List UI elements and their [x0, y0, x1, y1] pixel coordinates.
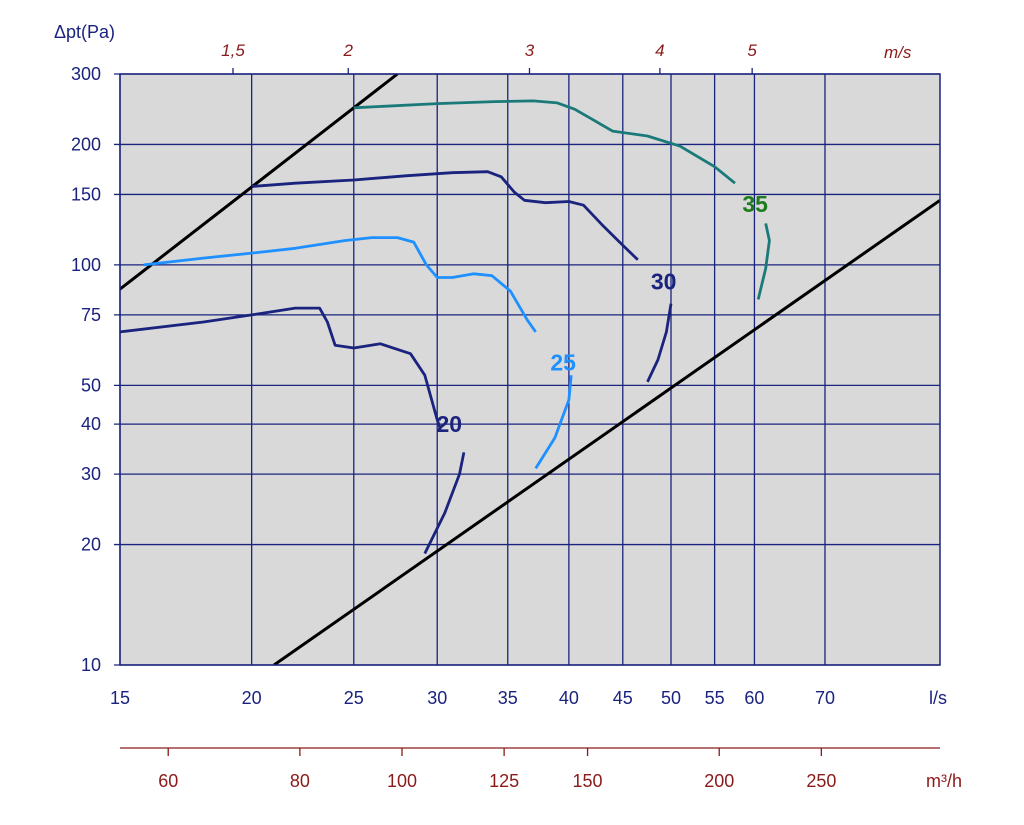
top-axis-tick-label: 3: [525, 41, 535, 60]
boundary-line-2: [273, 199, 940, 665]
boundary-lines: [120, 74, 940, 665]
m3h-tick-label: 100: [387, 771, 417, 791]
y-tick-label: 200: [71, 134, 101, 154]
y-tick-label: 150: [71, 184, 101, 204]
x-tick-label: 40: [559, 688, 579, 708]
plot-area: [120, 74, 940, 665]
x-tick-label: 15: [110, 688, 130, 708]
m3h-tick-label: 250: [806, 771, 836, 791]
axes: 15 20 25 30 35 40 45 50 55 60 70102030405075100150…: [71, 41, 940, 791]
y-tick-label: 75: [81, 305, 101, 325]
top-axis-tick-label: 4: [655, 41, 664, 60]
m3h-axis-unit-label: m³/h: [926, 771, 962, 791]
m3h-tick-label: 125: [489, 771, 519, 791]
m3h-tick-label: 150: [573, 771, 603, 791]
x-tick-label: 45: [613, 688, 633, 708]
curve-35: [353, 99, 736, 185]
curve-label-30: 30: [651, 268, 677, 294]
x-tick-label: 55: [705, 688, 725, 708]
fan-curves: [120, 99, 771, 555]
curve-25-tail: [534, 375, 573, 470]
curve-label-20: 20: [436, 411, 462, 437]
top-axis-tick-label: 2: [343, 41, 354, 60]
curve-20: [120, 306, 442, 429]
y-axis-label: Δpt(Pa): [54, 22, 115, 42]
top-axis-tick-label: 1,5: [221, 41, 245, 60]
curve-label-25: 25: [550, 350, 576, 376]
top-axis-tick-label: 5: [747, 41, 757, 60]
curve-label-35: 35: [742, 191, 768, 217]
curve-20-tail: [423, 452, 466, 555]
x-axis-unit-label: l/s: [929, 688, 947, 708]
x-tick-label: 30: [427, 688, 447, 708]
x-tick-label: 35: [498, 688, 518, 708]
top-axis-unit-label: m/s: [884, 43, 912, 62]
m3h-tick-label: 200: [704, 771, 734, 791]
x-tick-label: 20: [242, 688, 262, 708]
y-tick-label: 50: [81, 375, 101, 395]
curve-30-tail: [646, 303, 673, 383]
y-tick-label: 10: [81, 655, 101, 675]
x-tick-label: 60: [744, 688, 764, 708]
m3h-tick-label: 60: [158, 771, 178, 791]
x-tick-label: 25: [344, 688, 364, 708]
curve-labels: 20 25 30 35: [436, 191, 768, 437]
curve-30: [251, 170, 639, 261]
y-tick-label: 100: [71, 255, 101, 275]
x-tick-label: 50: [661, 688, 681, 708]
boundary-line-1: [120, 74, 399, 291]
curve-35-tail: [756, 223, 771, 300]
m3h-tick-label: 80: [290, 771, 310, 791]
x-tick-label: 70: [815, 688, 835, 708]
y-tick-label: 30: [81, 464, 101, 484]
y-tick-label: 40: [81, 414, 101, 434]
curve-25: [143, 236, 537, 333]
y-tick-label: 300: [71, 64, 101, 84]
y-tick-label: 20: [81, 535, 101, 555]
